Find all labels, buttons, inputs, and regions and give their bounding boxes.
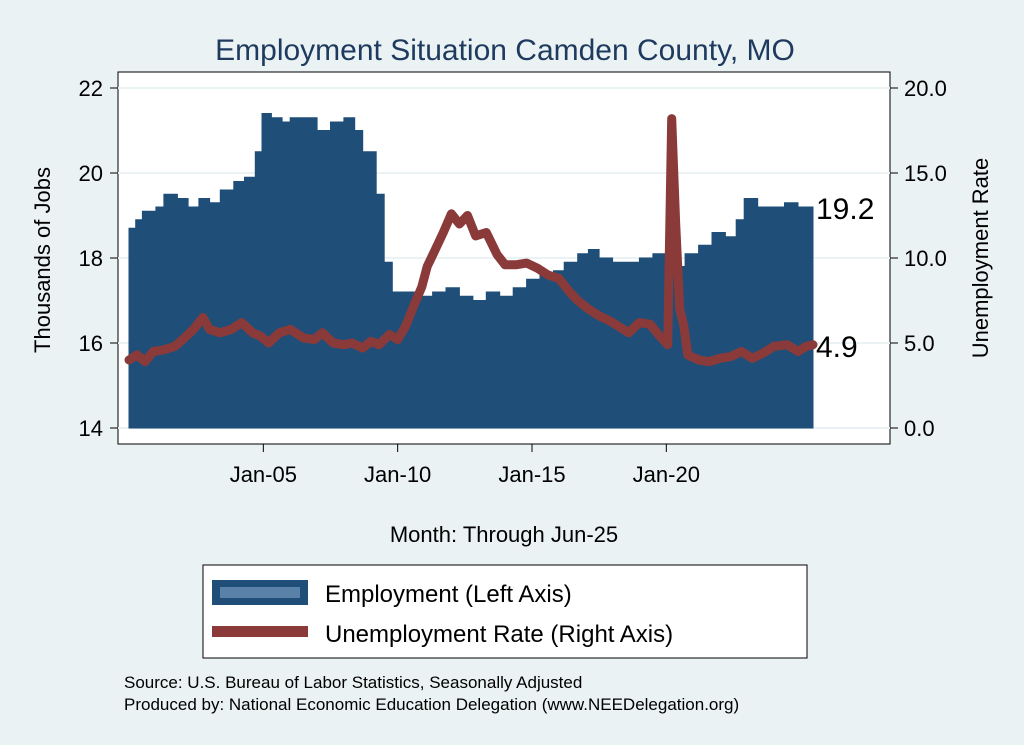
- x-tick-label: Jan-15: [498, 462, 565, 487]
- unemployment-end-label: 4.9: [816, 331, 858, 364]
- right-tick-label: 20.0: [904, 76, 947, 101]
- source-line-2: Produced by: National Economic Education…: [124, 695, 739, 714]
- unemployment-series-layer: [124, 114, 818, 367]
- right-tick-label: 0.0: [904, 416, 935, 441]
- right-tick-label: 10.0: [904, 246, 947, 271]
- legend-label-unemployment: Unemployment Rate (Right Axis): [325, 621, 673, 648]
- x-tick-label: Jan-20: [633, 462, 700, 487]
- left-tick-label: 14: [79, 416, 103, 441]
- legend-label-employment: Employment (Left Axis): [325, 581, 572, 608]
- y-axis-right-label: Unemployment Rate: [968, 158, 993, 359]
- chart-title: Employment Situation Camden County, MO: [215, 34, 795, 67]
- x-tick-label: Jan-05: [230, 462, 297, 487]
- x-tick-label: Jan-10: [364, 462, 431, 487]
- source-line-1: Source: U.S. Bureau of Labor Statistics,…: [124, 673, 582, 692]
- x-axis-ticks: Jan-05 Jan-10 Jan-15 Jan-20: [230, 444, 700, 487]
- legend-swatch-employment-inner: [220, 587, 300, 598]
- right-tick-label: 5.0: [904, 331, 935, 356]
- left-axis-ticks: 14 16 18 20 22: [79, 76, 118, 441]
- right-axis-ticks: 0.0 5.0 10.0 15.0 20.0: [890, 76, 947, 441]
- left-tick-label: 20: [79, 161, 103, 186]
- left-tick-label: 18: [79, 246, 103, 271]
- right-tick-label: 15.0: [904, 161, 947, 186]
- employment-end-label: 19.2: [816, 193, 874, 226]
- left-tick-label: 22: [79, 76, 103, 101]
- legend-swatch-unemployment: [212, 626, 308, 637]
- legend: Employment (Left Axis) Unemployment Rate…: [202, 564, 808, 659]
- unemployment-line: [124, 114, 818, 367]
- x-axis-label: Month: Through Jun-25: [390, 522, 618, 547]
- employment-area: [128, 113, 814, 429]
- y-axis-left-label: Thousands of Jobs: [30, 167, 55, 353]
- employment-series-layer: [128, 113, 814, 429]
- left-tick-label: 16: [79, 331, 103, 356]
